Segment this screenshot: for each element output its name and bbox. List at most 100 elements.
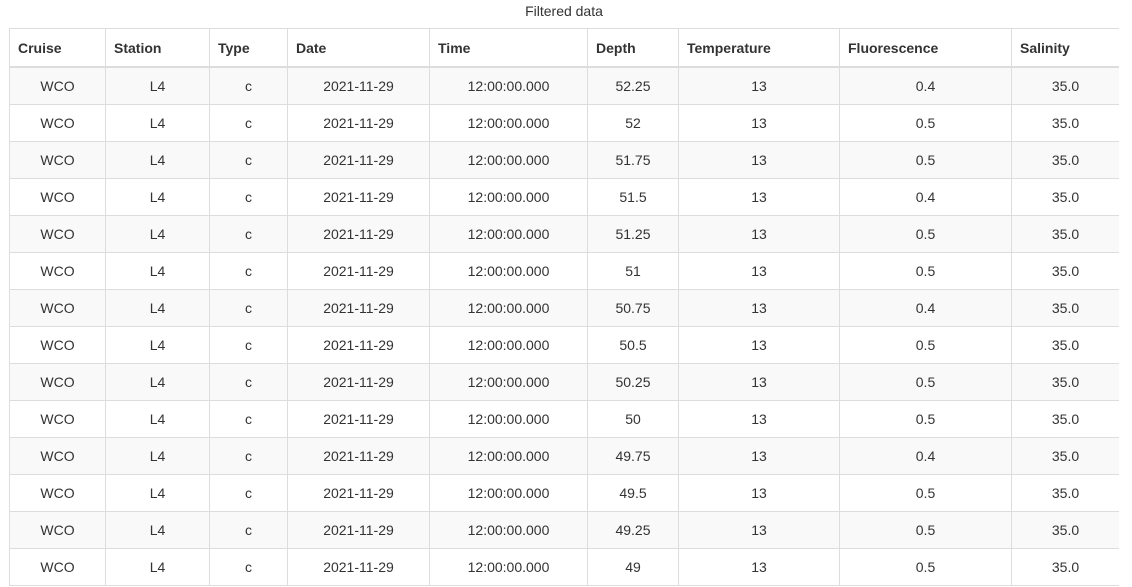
cell-fluorescence: 0.5 [840, 216, 1012, 253]
cell-temperature: 13 [679, 142, 840, 179]
cell-time: 12:00:00.000 [430, 327, 588, 364]
cell-salinity: 35.0 [1012, 105, 1120, 142]
cell-salinity: 35.0 [1012, 327, 1120, 364]
cell-station: L4 [106, 327, 210, 364]
cell-cruise: WCO [10, 216, 106, 253]
cell-type: c [210, 401, 288, 438]
cell-station: L4 [106, 290, 210, 327]
cell-time: 12:00:00.000 [430, 179, 588, 216]
cell-fluorescence: 0.4 [840, 179, 1012, 216]
cell-fluorescence: 0.5 [840, 142, 1012, 179]
cell-temperature: 13 [679, 216, 840, 253]
cell-depth: 50.75 [588, 290, 679, 327]
table-row: WCO L4 c 2021-11-29 12:00:00.000 51.25 13 0.5 35… [10, 216, 1120, 253]
cell-salinity: 35.0 [1012, 512, 1120, 549]
header-row: Cruise Station Type Date Time Depth Temp… [10, 29, 1120, 68]
cell-temperature: 13 [679, 290, 840, 327]
cell-time: 12:00:00.000 [430, 290, 588, 327]
table-row: WCO L4 c 2021-11-29 12:00:00.000 49.5 13 0.5 35.… [10, 475, 1120, 512]
cell-cruise: WCO [10, 253, 106, 290]
cell-fluorescence: 0.5 [840, 253, 1012, 290]
table-row: WCO L4 c 2021-11-29 12:00:00.000 51.5 13 0.4 35.… [10, 179, 1120, 216]
table-row: WCO L4 c 2021-11-29 12:00:00.000 50.75 13 0.4 35… [10, 290, 1120, 327]
column-header-time[interactable]: Time [430, 29, 588, 68]
column-header-cruise[interactable]: Cruise [10, 29, 106, 68]
table-row: WCO L4 c 2021-11-29 12:00:00.000 49.75 13 0.4 35… [10, 438, 1120, 475]
cell-time: 12:00:00.000 [430, 549, 588, 586]
column-header-fluorescence[interactable]: Fluorescence [840, 29, 1012, 68]
cell-depth: 49.75 [588, 438, 679, 475]
cell-date: 2021-11-29 [288, 512, 430, 549]
column-header-temperature[interactable]: Temperature [679, 29, 840, 68]
cell-fluorescence: 0.5 [840, 364, 1012, 401]
cell-date: 2021-11-29 [288, 179, 430, 216]
cell-cruise: WCO [10, 364, 106, 401]
cell-depth: 51.5 [588, 179, 679, 216]
cell-fluorescence: 0.4 [840, 290, 1012, 327]
cell-fluorescence: 0.5 [840, 105, 1012, 142]
cell-time: 12:00:00.000 [430, 105, 588, 142]
cell-cruise: WCO [10, 438, 106, 475]
cell-date: 2021-11-29 [288, 475, 430, 512]
cell-temperature: 13 [679, 512, 840, 549]
table-row: WCO L4 c 2021-11-29 12:00:00.000 50.5 13 0.5 35.… [10, 327, 1120, 364]
cell-time: 12:00:00.000 [430, 475, 588, 512]
cell-date: 2021-11-29 [288, 401, 430, 438]
cell-cruise: WCO [10, 179, 106, 216]
cell-station: L4 [106, 179, 210, 216]
cell-salinity: 35.0 [1012, 475, 1120, 512]
table-row: WCO L4 c 2021-11-29 12:00:00.000 52 13 0.5 35.0 [10, 105, 1120, 142]
table-caption: Filtered data [0, 3, 1128, 19]
cell-temperature: 13 [679, 327, 840, 364]
cell-salinity: 35.0 [1012, 290, 1120, 327]
column-header-type[interactable]: Type [210, 29, 288, 68]
table-row: WCO L4 c 2021-11-29 12:00:00.000 50.25 13 0.5 35… [10, 364, 1120, 401]
cell-station: L4 [106, 67, 210, 105]
cell-temperature: 13 [679, 105, 840, 142]
cell-cruise: WCO [10, 142, 106, 179]
cell-fluorescence: 0.5 [840, 327, 1012, 364]
cell-depth: 51.75 [588, 142, 679, 179]
cell-fluorescence: 0.4 [840, 438, 1012, 475]
cell-salinity: 35.0 [1012, 142, 1120, 179]
cell-station: L4 [106, 438, 210, 475]
column-header-salinity[interactable]: Salinity [1012, 29, 1120, 68]
column-header-depth[interactable]: Depth [588, 29, 679, 68]
cell-temperature: 13 [679, 364, 840, 401]
cell-type: c [210, 364, 288, 401]
cell-salinity: 35.0 [1012, 364, 1120, 401]
cell-depth: 51.25 [588, 216, 679, 253]
cell-date: 2021-11-29 [288, 142, 430, 179]
table-body: WCO L4 c 2021-11-29 12:00:00.000 52.25 13 0.4 35… [10, 67, 1120, 586]
cell-depth: 52.25 [588, 67, 679, 105]
column-header-station[interactable]: Station [106, 29, 210, 68]
cell-salinity: 35.0 [1012, 401, 1120, 438]
cell-depth: 49.5 [588, 475, 679, 512]
cell-type: c [210, 475, 288, 512]
cell-depth: 52 [588, 105, 679, 142]
column-header-date[interactable]: Date [288, 29, 430, 68]
cell-time: 12:00:00.000 [430, 216, 588, 253]
cell-station: L4 [106, 364, 210, 401]
cell-fluorescence: 0.5 [840, 475, 1012, 512]
cell-station: L4 [106, 475, 210, 512]
cell-depth: 49.25 [588, 512, 679, 549]
cell-depth: 50 [588, 401, 679, 438]
cell-temperature: 13 [679, 475, 840, 512]
cell-type: c [210, 142, 288, 179]
cell-salinity: 35.0 [1012, 216, 1120, 253]
cell-cruise: WCO [10, 512, 106, 549]
cell-time: 12:00:00.000 [430, 67, 588, 105]
table-row: WCO L4 c 2021-11-29 12:00:00.000 52.25 13 0.4 35… [10, 67, 1120, 105]
cell-cruise: WCO [10, 475, 106, 512]
cell-fluorescence: 0.5 [840, 549, 1012, 586]
cell-cruise: WCO [10, 105, 106, 142]
cell-temperature: 13 [679, 549, 840, 586]
cell-temperature: 13 [679, 253, 840, 290]
cell-cruise: WCO [10, 67, 106, 105]
cell-salinity: 35.0 [1012, 253, 1120, 290]
cell-date: 2021-11-29 [288, 216, 430, 253]
cell-date: 2021-11-29 [288, 549, 430, 586]
cell-time: 12:00:00.000 [430, 512, 588, 549]
table-row: WCO L4 c 2021-11-29 12:00:00.000 50 13 0.5 35.0 [10, 401, 1120, 438]
